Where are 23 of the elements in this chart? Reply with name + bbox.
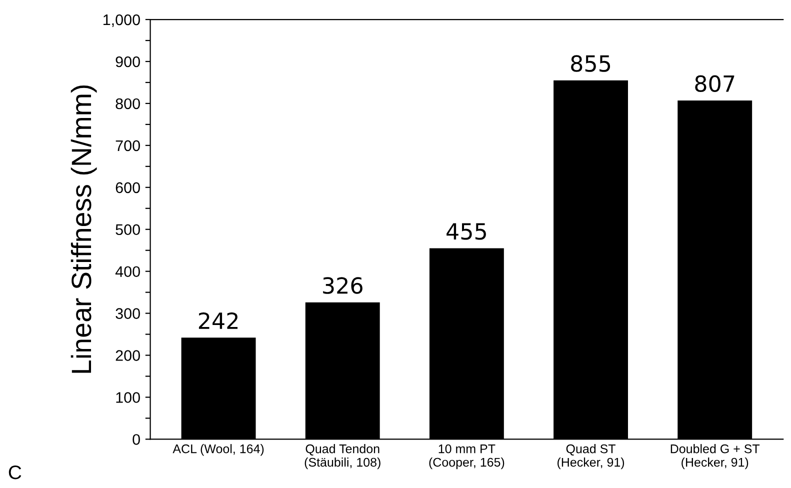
y-tick-label: 100 xyxy=(116,392,140,403)
data-label: 326 xyxy=(323,277,362,294)
x-tick-label: Quad ST (Hecker, 91) xyxy=(558,444,624,470)
x-tick-label: Quad Tendon (Stäubili, 108) xyxy=(304,444,380,470)
text: C xyxy=(8,466,22,480)
y-tick-label: 0 xyxy=(132,434,140,445)
x-tick-label: 10 mm PT (Cooper, 165) xyxy=(429,444,504,470)
y-tick-label: 700 xyxy=(116,140,140,152)
y-tick-label: 200 xyxy=(116,350,140,361)
y-tick-label: 600 xyxy=(116,182,140,194)
x-tick-label: ACL (Wool, 164) xyxy=(172,444,264,456)
y-tick-label: 800 xyxy=(116,98,140,110)
y-tick-label: 500 xyxy=(116,224,140,236)
data-label: 455 xyxy=(446,223,486,240)
y-tick-label: 400 xyxy=(115,266,140,278)
x-tick-label: Doubled G + ST (Hecker, 91) xyxy=(670,444,760,470)
y-tick-label: 1,000 xyxy=(104,14,140,28)
y-axis-title: Linear Stiffness (N/mm) xyxy=(70,85,97,373)
data-label: 855 xyxy=(571,55,610,72)
y-tick-label: 300 xyxy=(116,308,140,319)
data-label: 242 xyxy=(198,312,238,329)
data-label: 807 xyxy=(695,75,734,92)
y-tick-label: 900 xyxy=(116,56,140,68)
